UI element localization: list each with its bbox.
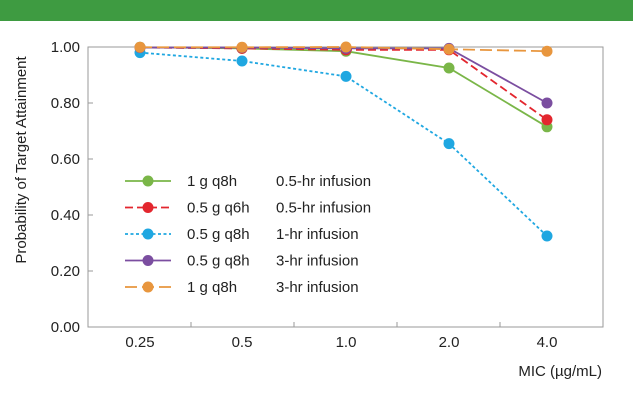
series-1 xyxy=(134,41,553,133)
legend-infusion-label: 0.5-hr infusion xyxy=(276,173,371,190)
legend-dose-label: 1 g q8h xyxy=(187,279,237,296)
y-tick-label: 0.40 xyxy=(51,207,80,224)
data-point xyxy=(443,43,455,55)
data-point xyxy=(134,41,146,53)
y-tick-label: 0.20 xyxy=(51,263,80,280)
header-bar xyxy=(0,0,633,21)
data-point xyxy=(541,114,553,126)
legend-dose-label: 1 g q8h xyxy=(187,173,237,190)
legend-dose-label: 0.5 g q8h xyxy=(187,253,250,270)
legend-infusion-label: 3-hr infusion xyxy=(276,279,359,296)
legend-marker xyxy=(142,228,154,240)
series-layer xyxy=(134,41,553,242)
y-axis: 0.00 0.20 0.40 0.60 0.80 1.00 xyxy=(51,39,93,336)
series-line xyxy=(139,46,548,128)
x-tick-label: 4.0 xyxy=(537,334,558,351)
legend-marker xyxy=(142,202,154,213)
x-axis-title: MIC (µg/mL) xyxy=(518,363,602,380)
series-2 xyxy=(134,42,553,126)
data-point xyxy=(340,41,352,53)
y-tick-label: 1.00 xyxy=(51,39,80,56)
x-tick-label: 0.5 xyxy=(232,334,253,351)
y-tick-label: 0.00 xyxy=(51,319,80,336)
data-point xyxy=(236,55,248,67)
legend: 1 g q8h 0.5-hr infusion 0.5 g q6h 0.5-hr in… xyxy=(125,173,371,296)
y-tick-label: 0.60 xyxy=(51,151,80,168)
series-line xyxy=(139,51,548,237)
x-tick-label: 0.25 xyxy=(125,334,154,351)
y-tick-label: 0.80 xyxy=(51,95,80,112)
data-point xyxy=(236,41,248,53)
data-point xyxy=(443,62,455,74)
legend-infusion-label: 0.5-hr infusion xyxy=(276,200,371,217)
data-point xyxy=(443,138,455,150)
y-axis-title: Probability of Target Attainment xyxy=(13,55,30,263)
legend-infusion-label: 3-hr infusion xyxy=(276,253,359,270)
legend-marker xyxy=(142,281,154,293)
legend-marker xyxy=(142,175,154,187)
legend-dose-label: 0.5 g q8h xyxy=(187,226,250,243)
data-point xyxy=(541,97,553,109)
series-5 xyxy=(134,41,553,57)
legend-dose-label: 0.5 g q6h xyxy=(187,200,250,217)
legend-marker xyxy=(142,255,154,266)
data-point xyxy=(541,230,553,242)
data-point xyxy=(541,45,553,57)
data-point xyxy=(340,70,352,82)
x-tick-label: 1.0 xyxy=(336,334,357,351)
x-tick-label: 2.0 xyxy=(439,334,460,351)
x-axis: 0.25 0.5 1.0 2.0 4.0 xyxy=(87,322,604,351)
legend-infusion-label: 1-hr infusion xyxy=(276,226,359,243)
